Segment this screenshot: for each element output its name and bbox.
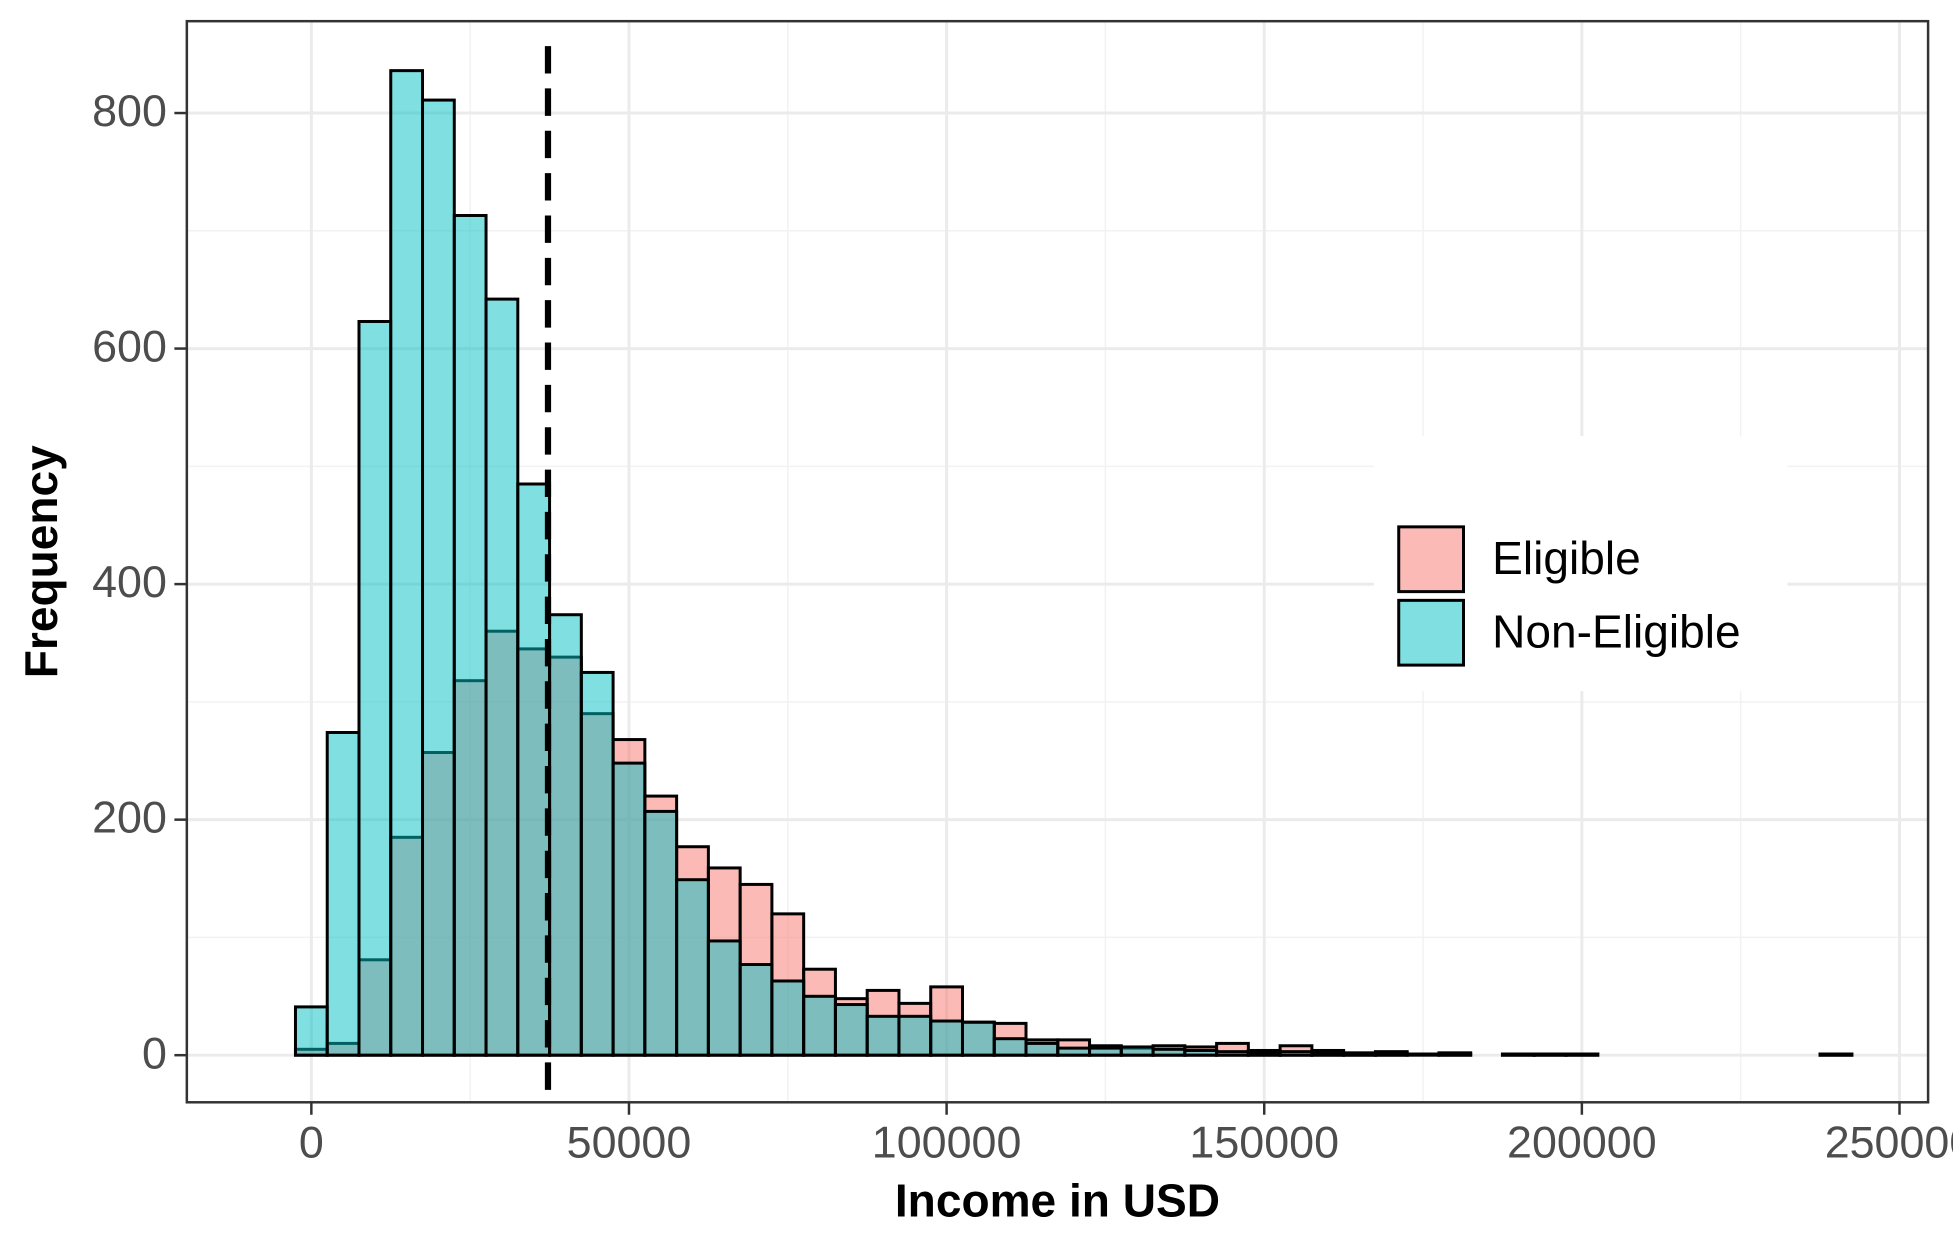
bar [1310, 1051, 1346, 1057]
y-tick-label: 200 [92, 792, 167, 843]
bar [1437, 1052, 1473, 1057]
bar [516, 482, 552, 1057]
bar [1532, 1052, 1568, 1057]
legend-key [1397, 598, 1465, 667]
x-tick-label: 0 [299, 1117, 324, 1168]
bar [643, 809, 679, 1057]
x-tick-label: 150000 [1189, 1117, 1339, 1168]
legend: Eligible Non-Eligible [1373, 435, 1788, 692]
bar [611, 761, 647, 1057]
bar [1024, 1041, 1060, 1057]
bar [960, 1020, 996, 1057]
bar [579, 670, 615, 1057]
bar [833, 1003, 869, 1057]
y-tick-label: 600 [92, 321, 167, 372]
bar [770, 979, 806, 1057]
bar [1056, 1046, 1092, 1057]
y-axis-title: Frequency [15, 445, 67, 678]
panel-border [185, 19, 1930, 1104]
bar [293, 1005, 329, 1057]
y-tick-label: 400 [92, 556, 167, 607]
x-tick-label: 100000 [872, 1117, 1022, 1168]
bar [802, 994, 837, 1057]
bar [421, 98, 456, 1057]
bar [992, 1037, 1028, 1057]
bar [1405, 1052, 1441, 1057]
bars [293, 46, 1854, 1103]
bar [1119, 1045, 1155, 1057]
y-tick-label: 0 [142, 1027, 167, 1078]
bar [706, 939, 742, 1057]
bar [1564, 1052, 1600, 1057]
x-tick-label: 50000 [567, 1117, 692, 1168]
x-tick-label: 250000 [1825, 1117, 1953, 1168]
bar [1373, 1051, 1409, 1057]
bar [1342, 1052, 1377, 1057]
legend-label: Eligible [1492, 532, 1641, 584]
bar [865, 1014, 901, 1057]
bar [897, 1014, 933, 1057]
x-tick-label: 200000 [1507, 1117, 1657, 1168]
bar [675, 878, 710, 1057]
bar [325, 731, 361, 1057]
bar [929, 1019, 964, 1057]
bar [738, 963, 774, 1057]
bar [1183, 1048, 1219, 1057]
legend-key [1397, 525, 1465, 594]
y-tick-label: 800 [92, 85, 167, 136]
bar [1151, 1047, 1187, 1057]
x-axis-title: Income in USD [895, 1175, 1220, 1227]
bar [389, 69, 425, 1057]
bar [452, 213, 488, 1057]
bar [548, 613, 583, 1057]
bar [1500, 1052, 1536, 1057]
bar [1818, 1052, 1854, 1057]
bar [484, 297, 520, 1057]
bar [1246, 1051, 1282, 1057]
legend-label: Non-Eligible [1492, 605, 1740, 657]
bar [1088, 1046, 1123, 1057]
bar [1278, 1050, 1314, 1057]
bar [357, 319, 393, 1057]
bar [1215, 1050, 1250, 1057]
